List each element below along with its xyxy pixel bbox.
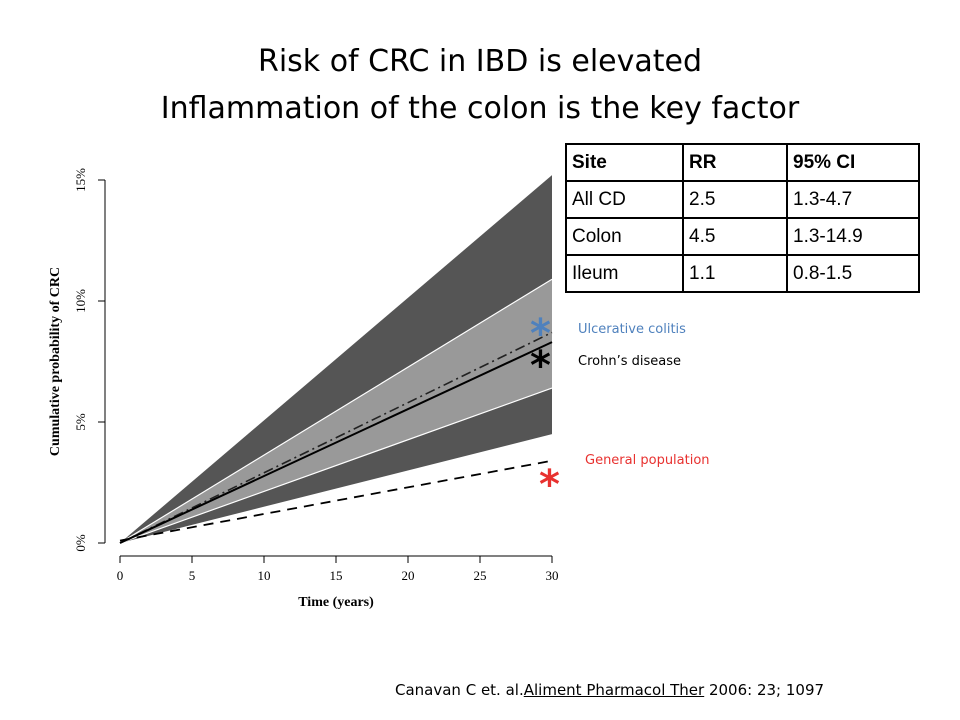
- citation: Canavan C et. al.Aliment Pharmacol Ther …: [395, 681, 824, 699]
- inner-band-upper-edge: [119, 278, 553, 544]
- slide-title-line2: Inflammation of the colon is the key fac…: [160, 91, 800, 126]
- general-population-label: General population: [585, 453, 710, 468]
- table-cell: Colon: [565, 217, 684, 256]
- table-cell: 1.3-4.7: [786, 180, 920, 219]
- table-cell: Ileum: [565, 254, 684, 293]
- general-population-star-icon: *: [539, 462, 560, 508]
- ulcerative-colitis-star-icon: *: [530, 311, 551, 357]
- table-cell: 1.1: [682, 254, 788, 293]
- citation-details: 2006: 23; 1097: [704, 681, 825, 699]
- table-cell: 4.5: [682, 217, 788, 256]
- table-cell: 0.8-1.5: [786, 254, 920, 293]
- relative-risk-table: Site RR 95% CI All CD 2.5 1.3-4.7 Colon …: [565, 143, 920, 293]
- table-header-ci: 95% CI: [786, 143, 920, 182]
- general-population-line: [119, 459, 553, 542]
- x-tick-label: 5: [189, 568, 196, 583]
- table-cell: All CD: [565, 180, 684, 219]
- table-row: Ileum 1.1 0.8-1.5: [565, 254, 920, 293]
- ulcerative-colitis-label: Ulcerative colitis: [578, 322, 686, 337]
- y-tick-label: 0%: [73, 534, 88, 552]
- x-tick-label: 30: [546, 568, 559, 583]
- x-tick-label: 25: [474, 568, 487, 583]
- confidence-bands: [119, 175, 553, 544]
- table-header-rr: RR: [682, 143, 788, 182]
- y-tick-label: 10%: [73, 289, 88, 313]
- crohns-disease-star-icon: *: [530, 343, 551, 389]
- citation-journal: Aliment Pharmacol Ther: [523, 681, 705, 699]
- x-axis-label: Time (years): [298, 595, 374, 610]
- table-header-row: Site RR 95% CI: [565, 143, 920, 182]
- outer-confidence-band: [120, 175, 552, 543]
- table-header-site: Site: [565, 143, 684, 182]
- y-tick-label: 15%: [73, 168, 88, 192]
- slide-title-line1: Risk of CRC in IBD is elevated: [257, 44, 703, 79]
- x-tick-label: 0: [117, 568, 124, 583]
- crohns-disease-label: Crohn’s disease: [578, 354, 681, 369]
- y-tick-label: 5%: [73, 413, 88, 431]
- table-cell: 1.3-14.9: [786, 217, 920, 256]
- axes: 0 5 10 15 20 25 30 Time (years) 0% 5% 10% 15% Cumula…: [48, 168, 559, 610]
- x-tick-label: 20: [402, 568, 415, 583]
- ulcerative-colitis-line: [119, 331, 553, 544]
- table-cell: 2.5: [682, 180, 788, 219]
- crohn-s-disease-line: [119, 341, 553, 544]
- x-tick-label: 15: [330, 568, 343, 583]
- y-axis-label: Cumulative probability of CRC: [48, 267, 63, 456]
- x-tick-label: 10: [258, 568, 271, 583]
- citation-authors: Canavan C et. al.: [395, 681, 524, 699]
- table-row: Colon 4.5 1.3-14.9: [565, 217, 920, 256]
- inner-band-lower-edge: [119, 387, 553, 544]
- table-row: All CD 2.5 1.3-4.7: [565, 180, 920, 219]
- series-lines: [119, 331, 553, 544]
